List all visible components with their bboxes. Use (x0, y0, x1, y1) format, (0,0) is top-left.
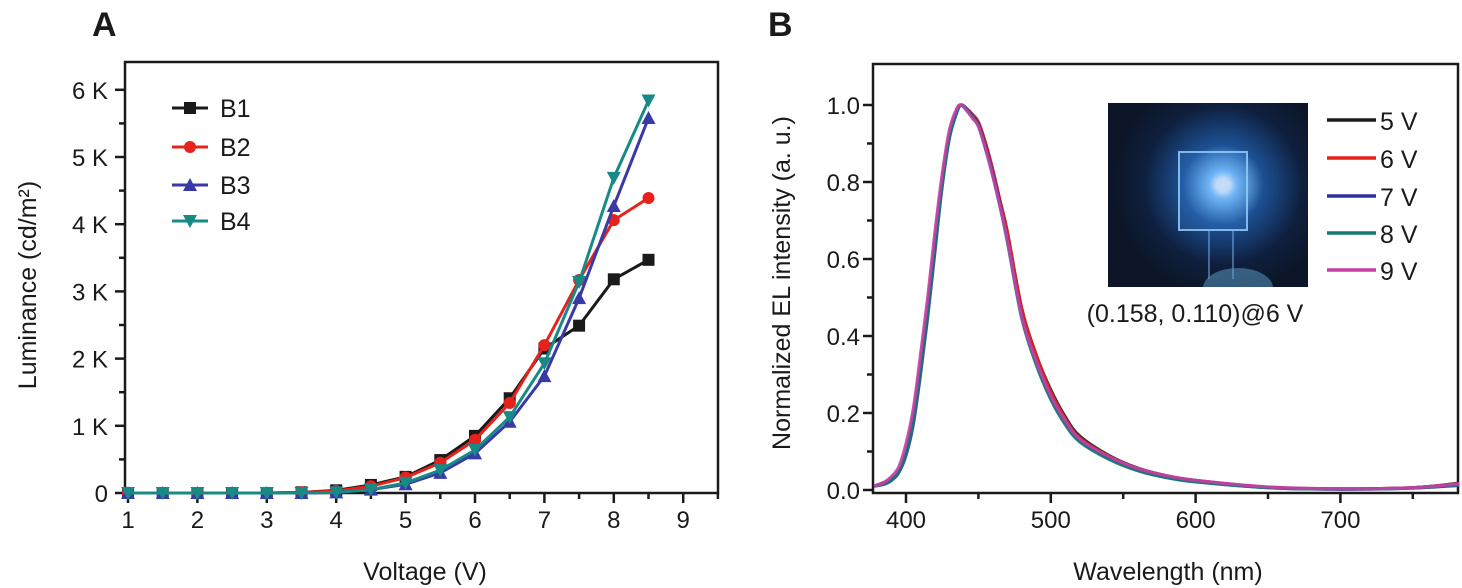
x-tick-label: 700 (1320, 507, 1360, 534)
y-tick-label: 4 K (72, 212, 108, 239)
legend-label-9v: 9 V (1380, 258, 1418, 286)
data-point-b1 (573, 319, 586, 332)
data-point-b2 (503, 396, 516, 409)
y-tick-label: 0.4 (827, 324, 860, 351)
panel-a-plot-frame (123, 60, 720, 495)
panel-a-x-axis-title: Voltage (V) (363, 558, 487, 586)
data-point-b2 (469, 433, 481, 446)
y-tick-label: 0 (95, 481, 108, 508)
y-tick-label: 0.8 (827, 170, 860, 197)
y-tick-label: 0.0 (827, 478, 860, 505)
data-point-b4 (294, 487, 309, 500)
data-point-b4 (121, 487, 135, 500)
legend-label-5v: 5 V (1380, 108, 1418, 136)
data-point-b2 (538, 339, 551, 352)
legend-label-b3: B3 (220, 172, 251, 200)
series-line-b2 (128, 196, 650, 495)
x-tick-label: 5 (399, 507, 412, 534)
data-point-b4 (329, 486, 344, 500)
panel-b-label: B (768, 6, 793, 44)
y-tick-label: 5 K (72, 145, 108, 172)
panel-a-luminance-chart: 1 2 3 4 5 6 7 8 9 0 1 K 2 K 3 K 4 K 5 K 6 K B1 B2 B3 B4 (72, 60, 720, 534)
y-tick-label: 0.6 (827, 247, 860, 274)
data-point-b2 (642, 191, 655, 204)
panel-b-x-axis-title: Wavelength (nm) (1073, 558, 1262, 586)
data-point-b4 (433, 464, 448, 478)
data-point-b3 (606, 199, 621, 213)
data-point-b4 (606, 171, 621, 185)
data-point-b4 (502, 411, 517, 425)
device-photo-inset (1108, 103, 1308, 287)
x-tick-label: 9 (677, 507, 690, 534)
data-point-b4 (225, 487, 240, 500)
x-tick-label: 2 (191, 507, 204, 534)
data-point-b4 (398, 476, 413, 490)
x-tick-label: 400 (886, 507, 926, 534)
data-point-b1 (642, 253, 655, 266)
cie-coordinate-annotation: (0.158, 0.110)@6 V (1087, 300, 1304, 328)
x-tick-label: 3 (260, 507, 273, 534)
y-tick-label: 2 K (72, 347, 108, 374)
data-point-b3 (537, 369, 552, 383)
data-point-b3 (572, 291, 587, 305)
panel-b-y-axis-title: Normalized EL intensity (a. u.) (768, 116, 796, 450)
x-tick-label: 6 (468, 507, 481, 534)
device-pixel (1178, 151, 1248, 231)
series-line-b4 (128, 99, 650, 495)
data-point-b4 (155, 487, 170, 500)
y-tick-label: 3 K (72, 279, 108, 306)
legend-label-b4: B4 (220, 208, 251, 236)
legend-label-8v: 8 V (1380, 221, 1418, 249)
y-tick-label: 0.2 (827, 401, 860, 428)
x-tick-label: 500 (1031, 507, 1071, 534)
data-point-b4 (572, 275, 587, 289)
y-tick-label: 6 K (72, 78, 108, 105)
data-point-b4 (537, 357, 552, 371)
data-point-b4 (259, 487, 274, 500)
legend-label-6v: 6 V (1380, 146, 1418, 174)
data-point-b4 (190, 487, 205, 500)
y-tick-label: 1.0 (827, 93, 860, 120)
legend-marker-b4 (183, 215, 197, 228)
panel-a-label: A (92, 6, 117, 44)
legend-label-b1: B1 (220, 95, 251, 123)
probe-tip (1203, 268, 1273, 287)
data-point-b4 (468, 443, 482, 457)
panel-b-plot-frame (871, 62, 1460, 495)
x-tick-label: 4 (330, 507, 343, 534)
device-contact (1208, 229, 1234, 279)
x-tick-label: 8 (607, 507, 620, 534)
data-point-b4 (641, 94, 656, 108)
panel-b-el-spectrum-chart: 400 500 600 700 0.0 0.2 0.4 0.6 0.8 1.0 5 V 6 V 7 V 8… (827, 62, 1460, 534)
legend-marker-b3 (183, 178, 197, 191)
data-point-b1 (607, 273, 620, 286)
legend-label-b2: B2 (220, 134, 251, 162)
spectrum-line-9v (873, 103, 1460, 491)
legend-marker-b2 (184, 141, 196, 153)
legend-label-7v: 7 V (1380, 184, 1418, 212)
panel-a-y-axis-title: Luminance (cd/m²) (14, 181, 42, 389)
y-tick-label: 1 K (72, 414, 108, 441)
x-tick-label: 600 (1176, 507, 1216, 534)
data-point-b3 (641, 111, 656, 125)
x-tick-label: 7 (538, 507, 551, 534)
legend-marker-b1 (184, 102, 196, 114)
x-tick-label: 1 (121, 507, 134, 534)
data-point-b4 (363, 483, 378, 497)
